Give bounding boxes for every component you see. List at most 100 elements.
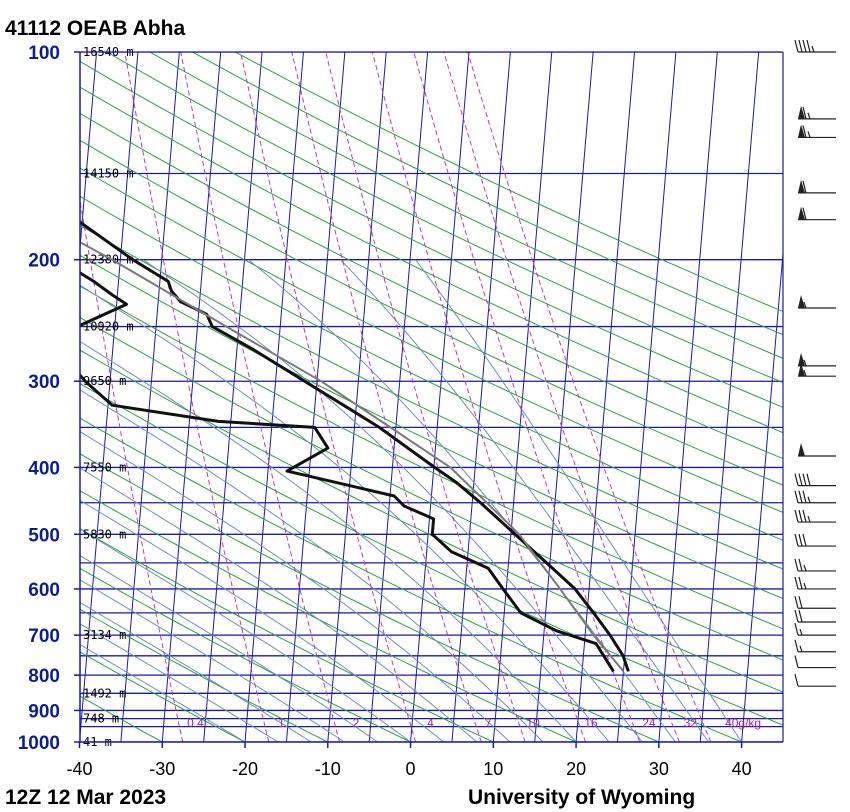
moist-adiabat — [80, 579, 345, 742]
temp-label: 10 — [483, 759, 503, 779]
wind-barb-full — [794, 509, 799, 523]
pressure-label-200: 200 — [28, 251, 60, 272]
wind-barb-full — [798, 490, 803, 503]
dry-adiabat — [80, 112, 783, 460]
wind-barb-full — [794, 490, 799, 503]
mixing-ratio-line — [240, 52, 417, 742]
dry-adiabat — [80, 167, 783, 513]
dry-adiabat — [80, 349, 783, 693]
wind-barb-half — [811, 45, 815, 53]
source-credit: University of Wyoming — [468, 786, 695, 809]
isotherm — [203, 52, 263, 742]
temp-label: 20 — [566, 759, 586, 779]
dry-adiabat — [80, 86, 783, 434]
dry-adiabat — [80, 285, 783, 630]
dry-adiabat — [80, 417, 742, 742]
temp-label: -40 — [66, 759, 92, 779]
mixing-ratio-label: 40g/kg — [725, 716, 761, 730]
wind-barb-full — [802, 533, 807, 547]
wind-barb-flag — [798, 352, 805, 366]
profiles-layer — [80, 220, 630, 673]
height-label: 12380 m — [83, 253, 134, 267]
mixing-ratio-label: 7 — [485, 716, 492, 730]
pressure-label-900: 900 — [28, 701, 60, 722]
mixing-ratio-line — [371, 52, 587, 742]
isotherm — [451, 52, 511, 742]
isotherm — [658, 52, 718, 742]
wind-barb-flag — [798, 124, 805, 138]
mixing-ratio-label: 32 — [684, 716, 698, 730]
moist-adiabat — [415, 259, 743, 742]
dry-adiabat — [80, 60, 783, 408]
mixing-ratio-line — [443, 52, 680, 742]
moist-adiabat — [80, 554, 378, 742]
isotherm — [368, 52, 429, 742]
dry-adiabat — [192, 52, 783, 336]
mixing-ratio-labels: 0.4 1 2 4 7 10 16 24 32 40g/kg — [187, 716, 761, 730]
wind-barb-half — [803, 564, 807, 572]
dry-adiabat — [80, 567, 411, 742]
wind-barb-flag — [798, 363, 805, 377]
wind-barb-full — [794, 655, 799, 668]
mixing-ratio-label: 16 — [584, 716, 598, 730]
pressure-label-700: 700 — [28, 626, 60, 647]
wind-barb-flag — [798, 206, 805, 220]
wind-barb-flag — [798, 442, 805, 456]
wind-barb-full — [794, 622, 799, 636]
isotherm — [285, 52, 346, 742]
wind-barb-full — [794, 576, 799, 590]
moist-adiabat — [80, 389, 544, 742]
mixing-ratio-label: 0.4 — [187, 716, 204, 730]
moist-adiabat — [80, 601, 312, 742]
wind-barb-full — [798, 509, 803, 523]
dry-adiabat — [80, 383, 783, 726]
pressure-label-400: 400 — [28, 458, 60, 479]
wind-barb-full — [802, 473, 807, 486]
temperature-profile — [80, 220, 630, 672]
dry-adiabat — [80, 224, 783, 570]
isotherm — [0, 52, 14, 742]
wind-barb-flag — [798, 105, 805, 119]
wind-barb-full — [798, 609, 803, 623]
mixing-ratio-line — [325, 52, 526, 742]
height-label: 10920 m — [83, 320, 134, 334]
wind-barb-half — [803, 582, 807, 590]
mixing-ratio-line — [467, 52, 712, 742]
dry-adiabat — [80, 490, 577, 742]
dry-adiabat — [80, 316, 783, 661]
dry-adiabat — [80, 139, 783, 486]
wind-barb-full — [794, 473, 799, 486]
wind-barb-full — [806, 473, 811, 486]
mixing-ratio-label: 2 — [353, 716, 360, 730]
wind-barb-half — [803, 359, 807, 367]
wind-barb-full — [802, 509, 807, 523]
wind-barb-half — [807, 496, 811, 503]
moist-adiabat — [80, 467, 478, 742]
isotherm — [782, 736, 783, 742]
isotherm — [120, 52, 180, 742]
dry-adiabat — [80, 651, 246, 742]
pressure-label-600: 600 — [28, 580, 60, 601]
wind-barb-flag — [798, 179, 805, 193]
wind-barb-full — [794, 558, 799, 572]
wind-barb-full — [794, 596, 799, 609]
isotherm — [824, 52, 850, 742]
moist-adiabat — [80, 499, 445, 742]
pressure-label-1000: 1000 — [18, 733, 60, 754]
wind-barbs — [794, 39, 836, 687]
wind-barb-full — [802, 125, 807, 138]
temp-label: -30 — [149, 759, 175, 779]
wind-barb-half — [807, 515, 811, 523]
mixing-ratio-line — [124, 52, 270, 742]
grid-layer — [0, 52, 850, 742]
pressure-label-500: 500 — [28, 525, 60, 546]
moist-adiabat — [80, 528, 411, 742]
isotherm — [80, 52, 139, 742]
wind-barb-full — [802, 490, 807, 503]
wind-barb-full — [794, 39, 799, 53]
station-title: 41112 OEAB Abha — [5, 17, 185, 40]
mixing-ratio-label: 1 — [278, 716, 285, 730]
